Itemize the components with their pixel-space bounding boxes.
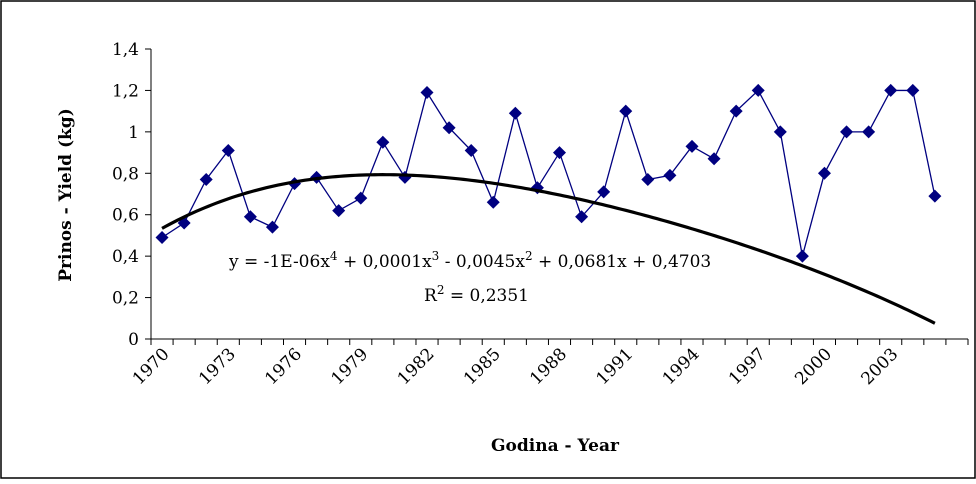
data-point-marker: [354, 191, 368, 205]
data-point-marker: [707, 152, 721, 166]
data-point-marker: [685, 139, 699, 153]
data-point-marker: [243, 210, 257, 224]
y-tick-labels: 0 0,2 0,4 0,6 0,8 1 1,2 1,4: [112, 40, 139, 350]
r-squared-label: R2 = 0,2351: [424, 283, 529, 306]
y-tick-label: 1,2: [112, 81, 139, 101]
data-point-marker: [486, 195, 500, 209]
y-tick-label: 0,4: [112, 247, 139, 267]
data-point-marker: [729, 104, 743, 118]
data-point-marker: [751, 83, 765, 97]
trendline-path: [161, 173, 936, 325]
data-point-marker: [906, 83, 920, 97]
y-tick-label: 0,6: [112, 206, 139, 226]
data-point-marker: [442, 121, 456, 135]
trend-equation: y = -1E-06x4 + 0,0001x3 - 0,0045x2 + 0,0…: [228, 249, 711, 272]
data-point-marker: [265, 220, 279, 234]
data-point-marker: [619, 104, 633, 118]
data-point-marker: [928, 189, 942, 203]
data-point-marker: [420, 86, 434, 99]
data-point-marker: [199, 173, 213, 186]
data-point-marker: [332, 204, 346, 218]
data-point-marker: [862, 125, 876, 139]
y-tick-label: 0: [128, 330, 139, 350]
y-tick-label: 1: [128, 123, 139, 143]
data-point-marker: [663, 168, 677, 182]
y-tick-label: 1,4: [112, 40, 139, 60]
data-point-marker: [575, 210, 589, 224]
data-point-marker: [597, 185, 611, 199]
data-point-marker: [553, 146, 566, 160]
data-point-marker: [508, 106, 522, 120]
data-point-marker: [464, 144, 478, 157]
data-point-marker: [376, 135, 390, 149]
series-line: [161, 89, 936, 257]
x-axis-title: Godina - Year: [491, 436, 620, 456]
data-point-marker: [884, 83, 898, 97]
data-series: [155, 83, 942, 263]
data-point-marker: [773, 125, 787, 139]
data-point-marker: [155, 231, 169, 244]
trendline: [161, 173, 936, 325]
y-tick-label: 0,8: [112, 164, 139, 184]
data-point-marker: [641, 173, 655, 186]
data-point-marker: [221, 144, 235, 157]
data-point-marker: [817, 166, 831, 180]
y-axis-title: Prinos - Yield (kg): [56, 108, 76, 282]
data-point-marker: [795, 249, 809, 263]
axes: [145, 48, 969, 345]
y-tick-label: 0,2: [112, 289, 139, 309]
data-point-marker: [840, 125, 854, 139]
